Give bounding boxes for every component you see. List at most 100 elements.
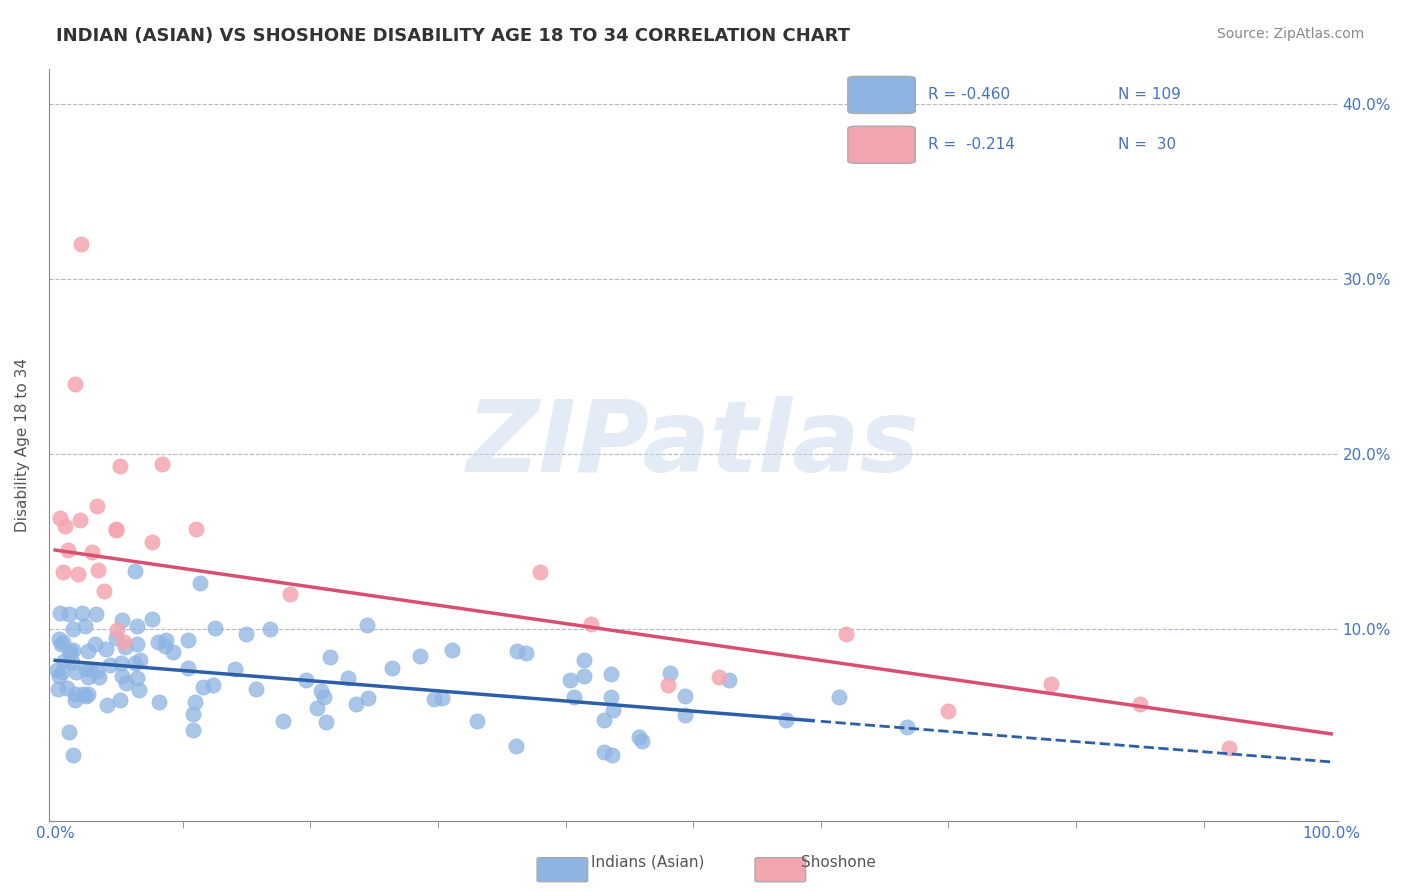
Point: [602, 702, 624, 716]
Point: [96, 698, 118, 712]
Point: [150, 457, 173, 471]
Point: [82, 545, 104, 559]
Point: [52, 566, 75, 580]
Point: [49, 637, 72, 651]
Point: [52, 635, 75, 649]
Point: [83, 637, 105, 651]
Text: R =  -0.214: R = -0.214: [928, 137, 1015, 153]
Point: [128, 652, 150, 666]
Point: [201, 678, 224, 692]
Point: [707, 670, 730, 684]
FancyBboxPatch shape: [755, 858, 806, 881]
Point: [896, 720, 918, 734]
Point: [599, 666, 621, 681]
Point: [51, 665, 73, 680]
Point: [835, 627, 858, 641]
Point: [155, 632, 177, 647]
Point: [357, 691, 380, 706]
Point: [673, 707, 696, 722]
Text: N = 109: N = 109: [1118, 87, 1181, 103]
Point: [124, 564, 146, 578]
Point: [48, 669, 70, 683]
Point: [529, 566, 551, 580]
Point: [312, 690, 335, 704]
Point: [125, 637, 148, 651]
Point: [72, 687, 94, 701]
Point: [110, 669, 132, 683]
Point: [600, 748, 623, 763]
FancyBboxPatch shape: [537, 858, 588, 881]
Point: [46, 663, 69, 677]
Point: [60, 655, 83, 669]
Point: [188, 576, 211, 591]
FancyBboxPatch shape: [848, 126, 915, 163]
Point: [177, 633, 200, 648]
Point: [181, 723, 204, 737]
Point: [108, 693, 131, 707]
Point: [128, 683, 150, 698]
Point: [65, 665, 87, 680]
Point: [309, 683, 332, 698]
Point: [87, 670, 110, 684]
Point: [84, 607, 107, 622]
Point: [432, 691, 454, 706]
Point: [1218, 740, 1240, 755]
Point: [1039, 677, 1062, 691]
Point: [184, 695, 207, 709]
Point: [162, 645, 184, 659]
Point: [125, 619, 148, 633]
Point: [49, 510, 72, 524]
Point: [828, 690, 851, 704]
Point: [124, 656, 146, 670]
Point: [75, 689, 97, 703]
Point: [62, 747, 84, 762]
Point: [66, 566, 89, 581]
Point: [658, 665, 681, 680]
Point: [62, 623, 84, 637]
Point: [146, 634, 169, 648]
Point: [53, 654, 76, 668]
Text: Shoshone: Shoshone: [801, 855, 876, 870]
Point: [181, 706, 204, 721]
Point: [465, 714, 488, 728]
Point: [423, 692, 446, 706]
Text: ZIPatlas: ZIPatlas: [467, 396, 920, 493]
Point: [717, 673, 740, 687]
Point: [69, 513, 91, 527]
Point: [505, 739, 527, 754]
Text: Source: ZipAtlas.com: Source: ZipAtlas.com: [1216, 27, 1364, 41]
Point: [141, 612, 163, 626]
Point: [58, 607, 80, 621]
Point: [336, 671, 359, 685]
Point: [58, 725, 80, 739]
Point: [114, 676, 136, 690]
Point: [515, 647, 537, 661]
Point: [105, 522, 128, 536]
Point: [127, 671, 149, 685]
Point: [105, 631, 128, 645]
Point: [94, 641, 117, 656]
Point: [114, 640, 136, 655]
Point: [59, 643, 82, 657]
Point: [46, 681, 69, 696]
Point: [631, 734, 654, 748]
Point: [62, 642, 84, 657]
Point: [344, 698, 367, 712]
Point: [505, 643, 527, 657]
Point: [63, 692, 86, 706]
Point: [558, 673, 581, 687]
Point: [294, 673, 316, 687]
Point: [77, 687, 100, 701]
Point: [315, 714, 337, 729]
Point: [148, 695, 170, 709]
Point: [657, 678, 679, 692]
Point: [86, 664, 108, 678]
Point: [53, 519, 76, 533]
Point: [593, 745, 616, 759]
Point: [63, 377, 86, 392]
Point: [307, 700, 329, 714]
Point: [69, 236, 91, 251]
Point: [562, 690, 585, 704]
Point: [98, 658, 121, 673]
Point: [63, 687, 86, 701]
